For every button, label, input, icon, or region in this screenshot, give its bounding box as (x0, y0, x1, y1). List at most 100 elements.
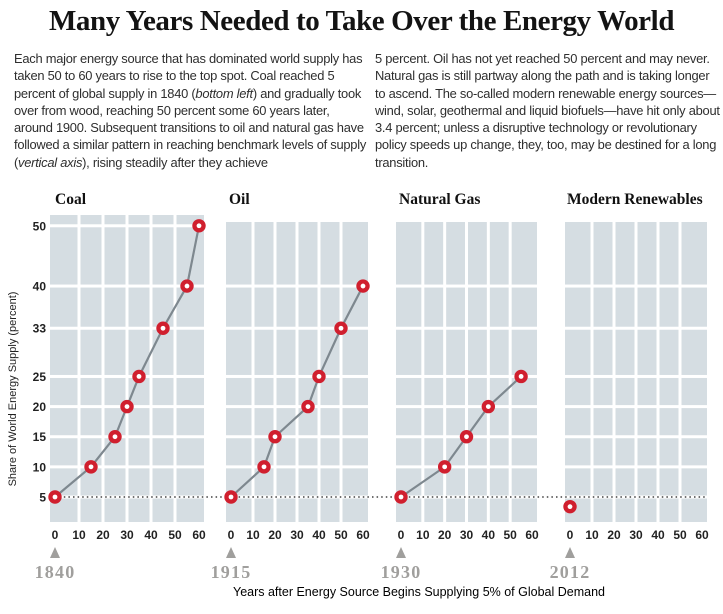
x-tick-label: 50 (168, 528, 182, 542)
x-tick-label: 30 (120, 528, 134, 542)
intro-text: Each major energy source that has domina… (14, 51, 363, 101)
x-tick-label: 50 (503, 528, 517, 542)
x-tick-label: 60 (192, 528, 206, 542)
page-title: Many Years Needed to Take Over the Energ… (48, 5, 675, 37)
grid-line-vertical (465, 222, 468, 522)
grid-line-vertical (101, 215, 105, 522)
grid-line-vertical (508, 222, 512, 522)
x-tick-label: 20 (268, 528, 282, 542)
data-point-hole (272, 434, 278, 440)
x-tick-label: 30 (460, 528, 474, 542)
data-point-hole (305, 404, 311, 409)
start-year-label: 1840 (35, 562, 76, 582)
y-tick-label: 50 (33, 219, 47, 233)
grid-line-vertical (612, 222, 616, 522)
data-point-hole (338, 325, 344, 331)
chart-panel: 0 10 20 30 40 50 60 1840 (35, 215, 206, 582)
x-tick-label: 0 (398, 528, 405, 542)
x-tick-label: 40 (482, 528, 496, 542)
grid-line-vertical (421, 222, 425, 522)
x-tick-label: 30 (629, 528, 643, 542)
x-axis-label: Years after Energy Source Begins Supplyi… (233, 585, 605, 599)
grid-line-vertical (125, 215, 129, 522)
data-point-hole (316, 374, 322, 379)
grid-line-vertical (656, 222, 660, 522)
panel-title-natural-gas: Natural Gas (399, 191, 481, 208)
panel-title-oil: Oil (229, 191, 250, 208)
grid-line-vertical (77, 215, 81, 522)
data-point-hole (124, 404, 130, 409)
x-tick-label: 20 (438, 528, 452, 542)
intro-text-italic: bottom left (195, 85, 253, 101)
intro-text: ), rising steadily after they achieve (82, 154, 268, 170)
grid-line-vertical (590, 222, 594, 522)
data-point-hole (184, 283, 190, 289)
intro-left-column: Each major energy source that has domina… (14, 50, 370, 171)
data-point-hole (112, 434, 118, 440)
start-year-label: 2012 (550, 562, 591, 582)
start-year-arrow-icon (50, 547, 60, 558)
intro-text: 5 percent. Oil has not yet reached 50 pe… (375, 51, 720, 170)
chart-panel: 0 10 20 30 40 50 60 1915 (211, 222, 370, 582)
start-year-arrow-icon (226, 547, 236, 558)
data-point-hole (567, 504, 573, 510)
y-tick-label: 33 (33, 322, 47, 336)
grid-line-vertical (486, 222, 490, 522)
intro-text: ) and gradually took over from wood, rea… (14, 85, 367, 170)
grid-line-vertical (678, 222, 682, 522)
data-point-hole (518, 374, 524, 379)
grid-line-vertical (251, 222, 255, 522)
intro-right-column: 5 percent. Oil has not yet reached 50 pe… (375, 50, 721, 171)
start-year-label: 1915 (211, 562, 252, 582)
x-tick-label: 50 (673, 528, 687, 542)
data-point-hole (136, 374, 142, 379)
intro-text-italic: vertical axis (18, 154, 83, 170)
y-tick-label: 40 (33, 280, 47, 294)
grid-line-vertical (443, 222, 447, 522)
start-year-label: 1930 (381, 562, 422, 582)
y-tick-label: 15 (33, 430, 47, 444)
x-tick-label: 10 (585, 528, 599, 542)
x-tick-label: 20 (96, 528, 110, 542)
data-point-hole (442, 464, 448, 470)
data-point-hole (360, 283, 366, 289)
x-tick-label: 0 (228, 528, 235, 542)
x-tick-label: 20 (607, 528, 621, 542)
data-point-hole (228, 494, 234, 500)
chart-panel: 0 10 20 30 40 50 60 2012 (550, 222, 709, 582)
grid-line-vertical (339, 222, 343, 522)
x-tick-label: 0 (567, 528, 574, 542)
panel-title-coal: Coal (55, 191, 86, 208)
y-tick-label: 10 (33, 460, 47, 474)
x-tick-label: 10 (72, 528, 86, 542)
x-tick-label: 0 (52, 528, 59, 542)
data-point-hole (398, 494, 404, 500)
x-tick-label: 10 (246, 528, 260, 542)
x-tick-label: 60 (695, 528, 709, 542)
x-tick-label: 40 (144, 528, 158, 542)
grid-line-vertical (634, 222, 638, 522)
x-tick-label: 30 (290, 528, 304, 542)
data-point-hole (196, 223, 202, 229)
x-tick-label: 10 (416, 528, 430, 542)
data-point-hole (464, 434, 469, 440)
start-year-arrow-icon (396, 547, 406, 558)
data-point-hole (52, 494, 58, 500)
grid-line-vertical (149, 215, 153, 522)
x-tick-label: 40 (312, 528, 326, 542)
panel-title-modern-renewables: Modern Renewables (567, 191, 703, 208)
data-point-hole (88, 464, 94, 470)
grid-line-vertical (173, 215, 177, 522)
x-tick-label: 40 (651, 528, 665, 542)
x-tick-label: 60 (356, 528, 370, 542)
chart-panel: 0 10 20 30 40 50 60 1930 (381, 222, 539, 582)
y-tick-label: 5 (39, 491, 46, 505)
x-tick-label: 60 (525, 528, 539, 542)
data-point-hole (160, 325, 166, 331)
x-tick-label: 50 (334, 528, 348, 542)
grid-line-vertical (273, 222, 277, 522)
start-year-arrow-icon (565, 547, 575, 558)
grid-line-vertical (295, 222, 299, 522)
